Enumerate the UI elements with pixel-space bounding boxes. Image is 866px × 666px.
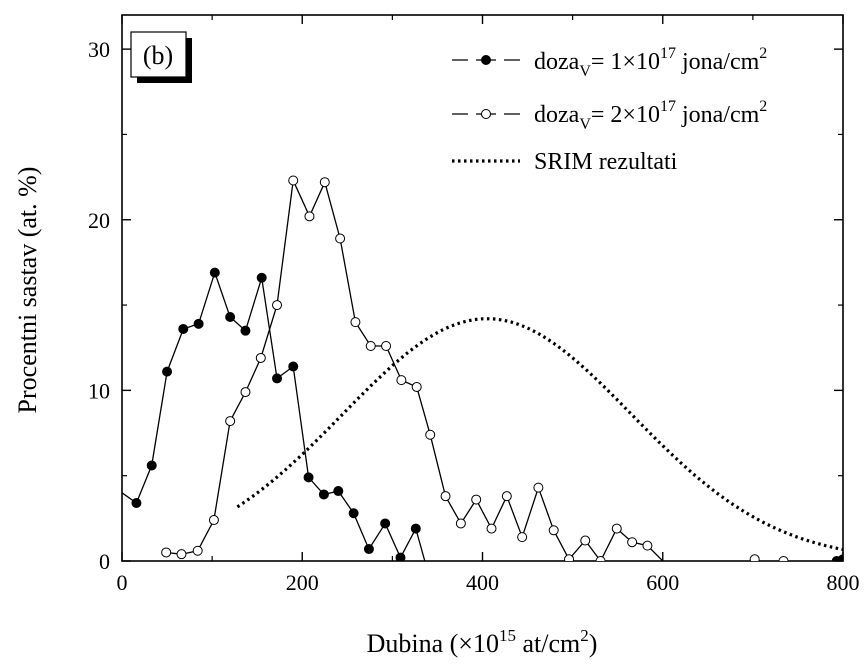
data-point-doza-2 bbox=[749, 554, 760, 561]
data-point-doza-2 bbox=[595, 556, 606, 561]
data-point-doza-2 bbox=[471, 494, 482, 505]
x-tick-label: 600 bbox=[646, 570, 679, 595]
data-point-doza-2 bbox=[381, 341, 392, 352]
legend-marker-series-2 bbox=[481, 109, 491, 119]
data-point-doza-1 bbox=[318, 489, 329, 500]
x-tick-label: 400 bbox=[466, 570, 499, 595]
data-point-doza-2 bbox=[425, 429, 436, 440]
data-point-doza-2 bbox=[208, 515, 219, 526]
y-tick-label: 20 bbox=[88, 208, 110, 233]
y-axis-title: Procentni sastav (at. %) bbox=[13, 167, 42, 414]
data-point-doza-2 bbox=[440, 491, 451, 502]
axis-tick-labels: 0 200 400 600 800 0 10 20 30 bbox=[88, 37, 860, 595]
data-point-doza-1 bbox=[178, 323, 189, 334]
data-point-doza-1 bbox=[162, 366, 173, 377]
legend-entry-series-1: dozaV= 1×1017 jona/cm2 bbox=[452, 45, 767, 80]
legend-entry-series-2: dozaV= 2×1017 jona/cm2 bbox=[452, 98, 767, 133]
data-point-doza-1 bbox=[272, 373, 283, 384]
data-point-doza-2 bbox=[486, 523, 497, 534]
legend-label-series-3: SRIM rezultati bbox=[534, 149, 678, 175]
legend-label-series-2: dozaV= 2×1017 jona/cm2 bbox=[534, 98, 767, 133]
data-point-doza-2 bbox=[517, 532, 528, 543]
data-point-doza-1 bbox=[193, 318, 204, 329]
data-point-doza-2 bbox=[365, 341, 376, 352]
legend-entry-series-3: SRIM rezultati bbox=[452, 149, 678, 175]
data-point-doza-2 bbox=[192, 545, 203, 556]
series-layer bbox=[122, 175, 843, 561]
data-point-doza-2 bbox=[255, 352, 266, 363]
data-point-doza-2 bbox=[161, 547, 172, 558]
data-point-doza-1 bbox=[363, 544, 374, 555]
data-point-doza-2 bbox=[411, 381, 422, 392]
data-point-doza-2 bbox=[642, 540, 653, 551]
x-tick-label: 0 bbox=[117, 570, 128, 595]
data-point-doza-2 bbox=[533, 482, 544, 493]
legend: dozaV= 1×1017 jona/cm2 dozaV= 2×1017 jon… bbox=[452, 45, 767, 175]
data-point-doza-1 bbox=[333, 486, 344, 497]
data-point-doza-2 bbox=[627, 537, 638, 548]
data-point-doza-2 bbox=[225, 416, 236, 427]
data-point-doza-2 bbox=[396, 375, 407, 386]
data-point-doza-1 bbox=[348, 508, 359, 519]
x-axis-title: Dubina (×1015 at/cm2) bbox=[367, 626, 598, 658]
data-point-doza-1 bbox=[256, 272, 267, 283]
x-tick-label: 200 bbox=[286, 570, 319, 595]
data-point-doza-2 bbox=[240, 387, 251, 398]
data-point-doza-1 bbox=[240, 325, 251, 336]
y-tick-label: 30 bbox=[88, 37, 110, 62]
data-point-doza-2 bbox=[455, 518, 466, 529]
data-point-doza-1 bbox=[410, 523, 421, 534]
data-point-doza-1 bbox=[303, 472, 314, 483]
data-point-doza-1 bbox=[131, 497, 142, 508]
axis-ticks bbox=[121, 15, 844, 562]
data-point-doza-1 bbox=[146, 460, 157, 471]
panel-label-text: (b) bbox=[143, 41, 173, 70]
y-tick-label: 0 bbox=[99, 549, 110, 574]
data-point-doza-2 bbox=[501, 491, 512, 502]
data-point-doza-2 bbox=[580, 535, 591, 546]
data-point-doza-1 bbox=[395, 552, 406, 561]
legend-label-series-1: dozaV= 1×1017 jona/cm2 bbox=[534, 45, 767, 80]
data-point-doza-2 bbox=[548, 525, 559, 536]
plot-frame bbox=[121, 14, 844, 562]
data-point-doza-2 bbox=[304, 211, 315, 222]
data-point-doza-1 bbox=[209, 267, 220, 278]
data-point-doza-2 bbox=[272, 300, 283, 311]
panel-label: (b) bbox=[130, 31, 192, 83]
data-point-doza-2 bbox=[350, 317, 361, 328]
data-point-doza-1 bbox=[838, 554, 843, 561]
data-point-doza-1 bbox=[380, 518, 391, 529]
data-point-doza-2 bbox=[288, 175, 299, 186]
data-point-doza-2 bbox=[778, 556, 789, 561]
data-point-doza-2 bbox=[564, 554, 575, 561]
x-tick-label: 800 bbox=[827, 570, 860, 595]
series-line-srim bbox=[236, 317, 843, 552]
data-point-doza-1 bbox=[225, 312, 236, 323]
data-point-doza-2 bbox=[176, 549, 187, 560]
data-point-doza-2 bbox=[335, 233, 346, 244]
y-tick-label: 10 bbox=[88, 378, 110, 403]
data-point-doza-2 bbox=[611, 523, 622, 534]
legend-marker-series-1 bbox=[481, 55, 491, 65]
data-point-doza-2 bbox=[319, 177, 330, 188]
data-point-doza-1 bbox=[288, 361, 299, 372]
panel-label-box bbox=[130, 31, 187, 78]
